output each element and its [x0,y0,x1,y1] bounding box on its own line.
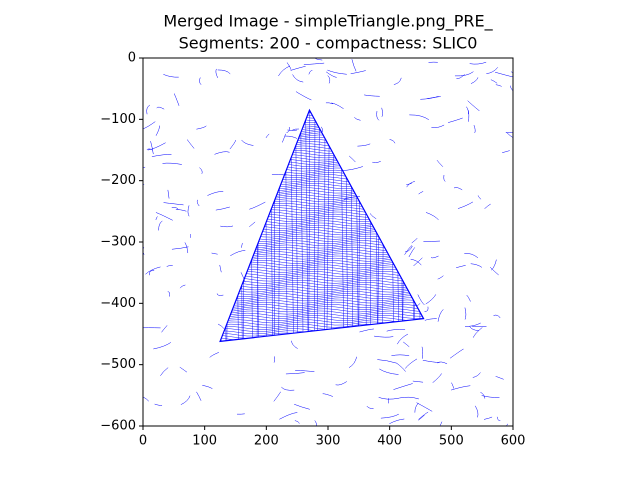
chart-subtitle: Segments: 200 - compactness: SLIC0 [179,34,478,53]
y-tick-label: −600 [100,419,136,434]
y-tick-label: 0 [128,51,136,66]
x-tick-label: 200 [254,434,279,449]
x-tick-label: 500 [439,434,464,449]
x-tick-label: 100 [192,434,217,449]
stroke-field [143,58,513,426]
x-tick-label: 300 [316,434,341,449]
y-tick-label: −100 [100,112,136,127]
x-tick-label: 400 [377,434,402,449]
background-strokes [143,58,513,426]
y-tick-label: −300 [100,235,136,250]
chart-title: Merged Image - simpleTriangle.png_PRE_ [163,12,493,32]
triangle-edge [219,108,425,343]
y-tick-label: −500 [100,357,136,372]
triangle-strokes [220,110,424,342]
y-tick-label: −200 [100,173,136,188]
triangle-lines [220,110,424,342]
x-tick-label: 0 [139,434,147,449]
x-tick-label: 600 [501,434,526,449]
y-tick-label: −400 [100,296,136,311]
